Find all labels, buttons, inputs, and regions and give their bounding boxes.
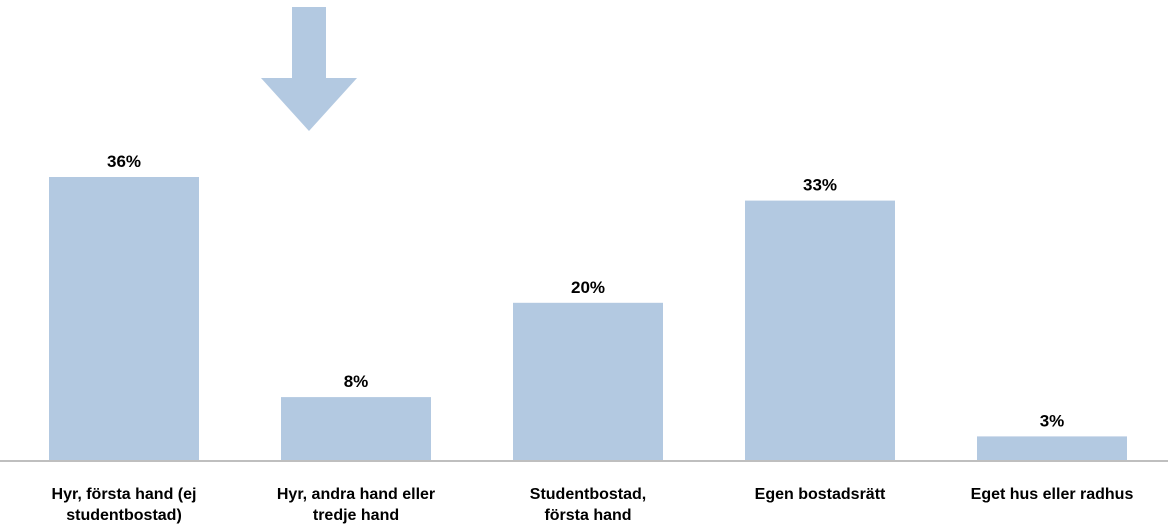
bar-4 [745,200,895,460]
category-label-line: Egen bostadsrätt [755,486,886,503]
category-labels-layer: Hyr, första hand (ej studentbostad) Hyr, a… [52,486,1134,524]
category-label-line: studentbostad) [66,507,182,524]
bar-5 [977,436,1127,460]
value-labels-layer: 36% 8% 20% 33% 3% [107,152,1064,430]
category-label-line: första hand [544,507,631,524]
value-label-5: 3% [1040,411,1065,430]
down-arrow-icon [261,7,357,131]
category-label-line: Eget hus eller radhus [971,486,1134,503]
annotation-layer [261,7,357,131]
value-label-4: 33% [803,176,837,195]
category-label-line: Hyr, andra hand eller [277,486,435,503]
category-label-3: Studentbostad, första hand [530,486,646,524]
bar-2 [281,397,431,460]
category-label-line: Hyr, första hand (ej [52,486,197,503]
category-label-line: Studentbostad, [530,486,646,503]
category-label-2: Hyr, andra hand eller tredje hand [277,486,435,524]
bars-layer [49,177,1127,460]
category-label-1: Hyr, första hand (ej studentbostad) [52,486,197,524]
category-label-5: Eget hus eller radhus [971,486,1134,503]
bar-1 [49,177,199,460]
value-label-3: 20% [571,278,605,297]
category-label-4: Egen bostadsrätt [755,486,886,503]
bar-3 [513,302,663,460]
value-label-2: 8% [344,372,369,391]
value-label-1: 36% [107,152,141,171]
category-label-line: tredje hand [313,507,399,524]
